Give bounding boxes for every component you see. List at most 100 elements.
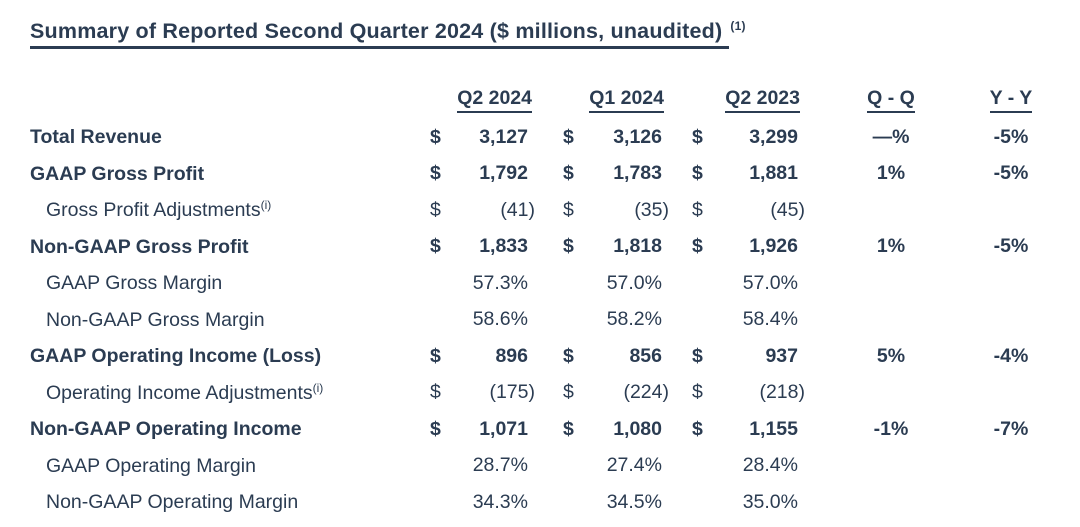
row-label-cell: Non-GAAP Operating Income [30, 411, 420, 448]
currency-symbol-q2-2023: $ [692, 417, 703, 440]
value-q-q: 1% [876, 235, 906, 258]
row-label: Operating Income Adjustments [46, 381, 313, 404]
row-footnote-marker: (i) [260, 198, 272, 213]
column-header-q-q: Q - Q [806, 81, 976, 119]
currency-symbol-q1-2024 [536, 448, 566, 485]
value-q2-2023: 1,926 [749, 235, 798, 258]
row-label-cell: Non-GAAP Operating Margin [30, 484, 420, 521]
table-row: GAAP Operating Income (Loss) $ 896 $ 856… [30, 338, 1080, 375]
value-q-q: 5% [876, 344, 906, 367]
page-title-text: Summary of Reported Second Quarter 2024 … [30, 18, 730, 49]
table-row: Non-GAAP Operating Margin 34.3% 34.5% 35… [30, 484, 1080, 521]
value-q1-2024: 856 [629, 344, 662, 367]
value-q1-2024: 1,818 [613, 235, 662, 258]
currency-symbol-q2-2024: $ [430, 125, 441, 148]
column-header-q2-2023: Q2 2023 [670, 81, 806, 119]
row-label-cell: GAAP Operating Income (Loss) [30, 338, 420, 375]
column-header-q1-2024: Q1 2024 [536, 81, 670, 119]
value-y-y: -5% [993, 235, 1029, 258]
currency-symbol-q2-2024 [420, 448, 448, 485]
row-label-cell: Operating Income Adjustments(i) [30, 375, 420, 412]
value-y-y [976, 265, 1080, 302]
row-label: Gross Profit Adjustments [46, 199, 261, 222]
value-q2-2024: 1,792 [479, 162, 528, 185]
table-row: GAAP Gross Margin 57.3% 57.0% 57.0% [30, 265, 1080, 302]
value-y-y [976, 484, 1080, 521]
value-q2-2023: 3,299 [749, 125, 798, 148]
currency-symbol-q2-2023: $ [692, 198, 703, 221]
value-q2-2023: (45) [770, 198, 805, 221]
currency-symbol-q2-2024 [420, 265, 448, 302]
column-header-spacer [30, 81, 420, 119]
value-q2-2023: 937 [765, 344, 798, 367]
value-q1-2024: 1,080 [613, 417, 662, 440]
row-label: GAAP Operating Income (Loss) [30, 345, 322, 368]
row-label-cell: GAAP Gross Profit [30, 156, 420, 193]
value-q2-2023: 1,881 [749, 162, 798, 185]
table-row: Operating Income Adjustments(i) $ (175) … [30, 375, 1080, 412]
value-q2-2024: 1,833 [479, 235, 528, 258]
currency-symbol-q2-2023: $ [692, 125, 703, 148]
value-q2-2023: (218) [759, 381, 805, 404]
value-q-q [806, 192, 976, 229]
value-q-q [806, 375, 976, 412]
currency-symbol-q2-2024: $ [430, 235, 441, 258]
value-y-y: -4% [993, 344, 1029, 367]
row-label: GAAP Gross Margin [46, 272, 223, 295]
value-q-q [806, 265, 976, 302]
value-q-q: 1% [876, 162, 906, 185]
row-label: Non-GAAP Gross Margin [46, 308, 265, 331]
value-y-y [976, 192, 1080, 229]
value-q1-2024: (35) [634, 198, 669, 221]
row-label: Non-GAAP Gross Profit [30, 235, 249, 258]
row-label-cell: Non-GAAP Gross Profit [30, 229, 420, 266]
value-q2-2024: (175) [489, 381, 535, 404]
value-q2-2023: 28.4% [742, 454, 798, 477]
row-label: Non-GAAP Operating Margin [46, 491, 299, 514]
row-label: Non-GAAP Operating Income [30, 418, 302, 441]
value-q1-2024: 27.4% [606, 454, 662, 477]
table-row: Non-GAAP Gross Margin 58.6% 58.2% 58.4% [30, 302, 1080, 339]
value-q2-2024: 34.3% [472, 490, 528, 513]
currency-symbol-q2-2023 [670, 265, 700, 302]
value-q-q [806, 448, 976, 485]
value-q2-2023: 35.0% [742, 490, 798, 513]
value-q2-2024: 896 [495, 344, 528, 367]
table-row: GAAP Operating Margin 28.7% 27.4% 28.4% [30, 448, 1080, 485]
column-header-q2-2024: Q2 2024 [420, 81, 536, 119]
row-label-cell: GAAP Gross Margin [30, 265, 420, 302]
value-q-q [806, 484, 976, 521]
value-q1-2024: 34.5% [606, 490, 662, 513]
value-q1-2024: 3,126 [613, 125, 662, 148]
value-y-y [976, 375, 1080, 412]
currency-symbol-q2-2023: $ [692, 162, 703, 185]
row-label-cell: Gross Profit Adjustments(i) [30, 192, 420, 229]
currency-symbol-q2-2023: $ [692, 344, 703, 367]
currency-symbol-q1-2024: $ [563, 162, 574, 185]
value-q1-2024: 1,783 [613, 162, 662, 185]
value-q2-2024: (41) [500, 198, 535, 221]
row-label: GAAP Operating Margin [46, 454, 256, 477]
value-q1-2024: 58.2% [606, 308, 662, 331]
value-q2-2023: 1,155 [749, 417, 798, 440]
value-q1-2024: 57.0% [606, 271, 662, 294]
value-q-q [806, 302, 976, 339]
currency-symbol-q2-2023: $ [692, 381, 703, 404]
currency-symbol-q2-2023 [670, 484, 700, 521]
financial-summary-page: Summary of Reported Second Quarter 2024 … [0, 13, 1080, 527]
value-q-q: -1% [873, 417, 909, 440]
table-row: GAAP Gross Profit $ 1,792 $ 1,783 $ 1,88… [30, 156, 1080, 193]
value-y-y: -5% [993, 125, 1029, 148]
currency-symbol-q1-2024 [536, 484, 566, 521]
value-q2-2024: 28.7% [472, 454, 528, 477]
currency-symbol-q1-2024 [536, 265, 566, 302]
currency-symbol-q1-2024: $ [563, 198, 574, 221]
title-footnote-ref: (1) [730, 19, 746, 33]
currency-symbol-q2-2024: $ [430, 381, 441, 404]
value-y-y: -5% [993, 162, 1029, 185]
value-q-q: —% [872, 125, 910, 148]
currency-symbol-q1-2024: $ [563, 381, 574, 404]
value-y-y [976, 302, 1080, 339]
currency-symbol-q2-2024: $ [430, 417, 441, 440]
row-footnote-marker: (i) [312, 380, 324, 395]
